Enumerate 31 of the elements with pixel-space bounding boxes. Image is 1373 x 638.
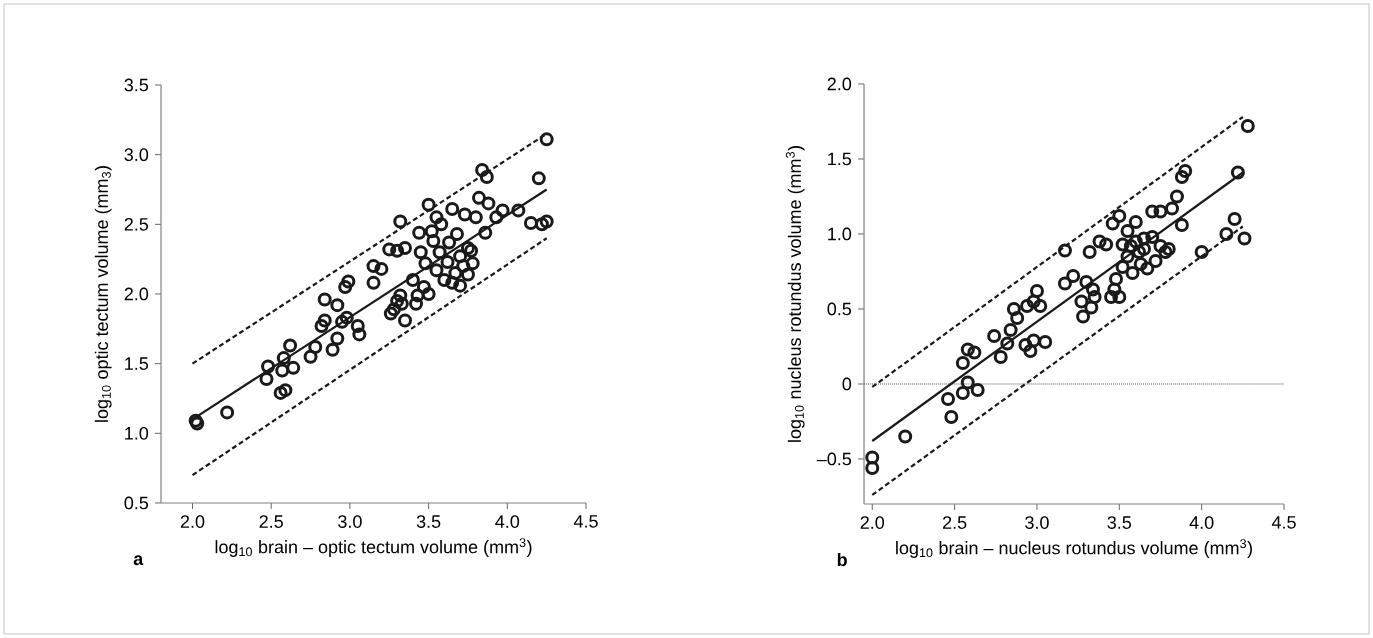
y-tick-label: 2.5 bbox=[124, 217, 149, 231]
x-tick-label: 4.5 bbox=[573, 515, 598, 528]
y-axis-title: log$_{10}$ nucleus rotundus volume (mm$^{3}$) bbox=[785, 146, 805, 442]
y-tick-label: 1.5 bbox=[125, 357, 149, 370]
x-tick-label: 3.5 bbox=[1107, 516, 1132, 529]
x-tick-label: 2.0 bbox=[860, 516, 885, 529]
y-tick-label: 0.5 bbox=[827, 302, 852, 316]
y-tick-label: 0.5 bbox=[124, 496, 149, 510]
x-tick-label: 3.0 bbox=[1025, 516, 1049, 529]
x-axis-title: log$_{10}$ brain – nucleus rotundus volume (mm$^{3}$) bbox=[896, 539, 1252, 558]
text: a bbox=[133, 555, 144, 566]
y-tick-label: 3.0 bbox=[124, 148, 149, 162]
y-tick-label: 3.5 bbox=[124, 78, 149, 92]
y-axis-title: log$_{10}$ optic tectum volume (mm$_{3}$) bbox=[94, 166, 112, 422]
x-tick-label: 3.5 bbox=[416, 515, 441, 528]
y-tick-label: 1.0 bbox=[125, 426, 149, 440]
y-tick-label: 2.0 bbox=[124, 287, 149, 301]
x-tick-label: 2.0 bbox=[180, 515, 205, 528]
x-axis-title: log$_{10}$ brain – optic tectum volume (mm$^{3}$) bbox=[215, 538, 532, 557]
y-tick-label: 1.0 bbox=[828, 227, 852, 241]
text: b bbox=[837, 552, 847, 567]
y-tick-label: 2.0 bbox=[827, 77, 852, 91]
x-tick-label: 4.5 bbox=[1271, 516, 1296, 529]
x-tick-label: 3.0 bbox=[338, 515, 362, 528]
x-tick-label: 4.0 bbox=[495, 515, 520, 528]
x-tick-label: 2.5 bbox=[943, 516, 967, 529]
y-tick-label: 1.5 bbox=[828, 152, 852, 166]
x-tick-label: 2.5 bbox=[259, 515, 283, 528]
y-tick-label: 0 bbox=[842, 377, 852, 391]
y-tick-label: –0.5 bbox=[816, 452, 852, 466]
x-tick-label: 4.0 bbox=[1189, 516, 1214, 529]
